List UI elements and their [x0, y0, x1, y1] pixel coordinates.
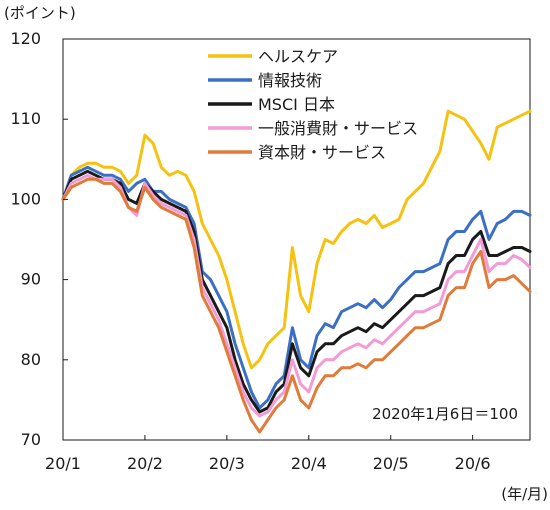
x-tick-label: 20/6 — [455, 454, 491, 473]
x-tick-label: 20/4 — [291, 454, 327, 473]
y-tick-label: 100 — [10, 189, 41, 208]
legend-label-3: MSCI 日本 — [258, 95, 335, 114]
plot-area — [62, 38, 531, 441]
y-tick-label: 120 — [10, 29, 41, 48]
y-tick-label: 110 — [10, 109, 41, 128]
baseline-note: 2020年1月6日＝100 — [372, 405, 518, 423]
series-line-4 — [61, 173, 532, 418]
x-tick-label: 20/2 — [127, 454, 163, 473]
x-tick-label: 20/1 — [45, 454, 81, 473]
y-tick-label: 90 — [21, 270, 41, 289]
plot-frame — [62, 38, 531, 441]
series-line-2 — [61, 165, 532, 410]
legend-label-2: 情報技術 — [258, 71, 322, 90]
legend-label-4: 一般消費財・サービス — [258, 119, 418, 138]
x-tick-label: 20/3 — [209, 454, 245, 473]
x-axis-unit: (年/月) — [501, 485, 548, 503]
series-layer — [61, 109, 532, 434]
x-tick-labels: 20/1 20/2 20/3 20/4 20/5 20/6 — [45, 435, 491, 473]
legend-label-1: ヘルスケア — [258, 47, 338, 66]
x-tick-label: 20/5 — [373, 454, 409, 473]
y-tick-labels: 70 80 90 100 110 120 — [10, 29, 68, 449]
series-line-1 — [61, 109, 532, 370]
y-tick-label: 70 — [21, 430, 41, 449]
series-line-5 — [61, 177, 532, 434]
y-axis-title: (ポイント) — [4, 4, 76, 22]
y-tick-label: 80 — [21, 350, 41, 369]
legend-label-5: 資本財・サービス — [258, 143, 386, 162]
